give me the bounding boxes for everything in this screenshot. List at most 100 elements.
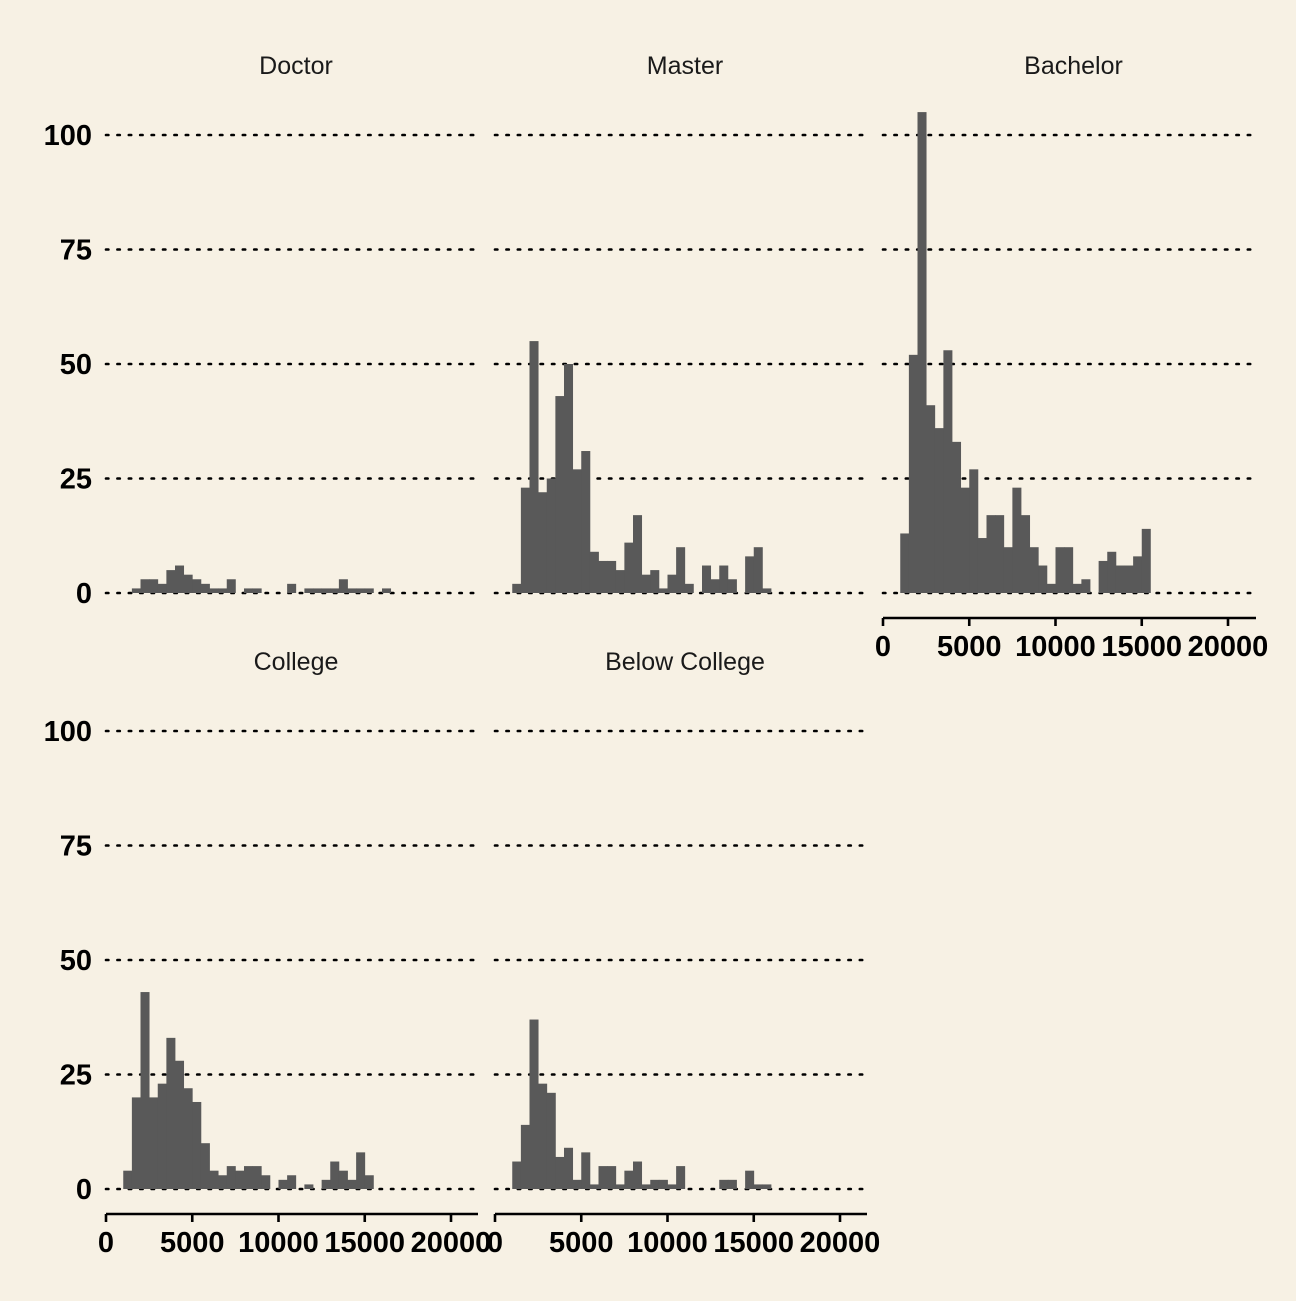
histogram-bar (512, 583, 522, 593)
histogram-bar (244, 1166, 254, 1189)
histogram-bar (908, 354, 918, 593)
histogram-bar (321, 1179, 331, 1189)
histogram-bar (347, 1179, 357, 1189)
histogram-bar (624, 1170, 634, 1189)
x-tick-label: 5000 (549, 1227, 614, 1259)
x-tick-label: 15000 (324, 1227, 405, 1259)
histogram-bar (149, 579, 159, 593)
x-tick-label: 20000 (1188, 631, 1269, 663)
histogram-bar (140, 579, 150, 593)
histogram-bar (564, 364, 574, 593)
histogram-bar (226, 1166, 236, 1189)
facet-panel-college: College 0 5000 10000 15000 20000 (98, 648, 491, 1259)
x-tick-label: 10000 (238, 1227, 319, 1259)
histogram-bar (917, 112, 927, 593)
y-tick-label: 100 (44, 716, 92, 748)
histogram-bar (338, 579, 348, 593)
histogram-bar (702, 565, 712, 593)
x-tick-label: 10000 (627, 1227, 708, 1259)
facet-title: Master (647, 52, 723, 80)
histogram-bar (641, 1184, 651, 1189)
histogram-bar (719, 1179, 729, 1189)
histogram-bar (157, 583, 167, 593)
histogram-bar (607, 1166, 617, 1189)
histogram-bar (753, 547, 763, 593)
histogram-bar (589, 551, 599, 593)
histogram-bar (304, 588, 314, 593)
x-tick-label: 5000 (160, 1227, 225, 1259)
y-tick-label: 50 (60, 349, 92, 381)
histogram-bar (598, 1166, 608, 1189)
histogram-bar (546, 478, 556, 593)
facet-title: College (254, 648, 339, 676)
histogram-bar (313, 588, 323, 593)
histogram-bar (192, 579, 202, 593)
x-tick-label: 0 (98, 1227, 114, 1259)
x-tick-label: 20000 (800, 1227, 881, 1259)
histogram-bar (581, 451, 591, 593)
histogram-bar (356, 1152, 366, 1189)
histogram-bar (235, 1170, 245, 1189)
histogram-bar (710, 579, 720, 593)
histogram-bar (1124, 565, 1134, 593)
histogram-bar (1115, 565, 1125, 593)
histogram-bar (287, 1175, 297, 1189)
x-tick-label: 5000 (937, 631, 1002, 663)
histogram-bar (1038, 565, 1048, 593)
histogram-bar (209, 1170, 219, 1189)
histogram-bar (1064, 547, 1074, 593)
histogram-bar (727, 579, 737, 593)
histogram-bar (175, 565, 185, 593)
x-tick-label: 10000 (1015, 631, 1096, 663)
histogram-bar (183, 1088, 193, 1189)
x-tick-label: 15000 (1101, 631, 1182, 663)
histogram-bar (123, 1170, 133, 1189)
histogram-bar (555, 396, 565, 593)
histogram-bar (900, 533, 910, 593)
histogram-bar (969, 469, 979, 593)
histogram-bar (330, 588, 340, 593)
histogram-bar (520, 1124, 530, 1189)
histogram-bar (615, 1184, 625, 1189)
histogram-bar (598, 560, 608, 593)
histogram-bar (140, 992, 150, 1189)
histogram-bar (943, 350, 953, 593)
histogram-bar (538, 492, 548, 593)
histogram-bar (641, 574, 651, 593)
histogram-bar (676, 1166, 686, 1189)
histogram-bar (520, 487, 530, 593)
histogram-bar (762, 1184, 772, 1189)
y-tick-label: 0 (76, 578, 92, 610)
histogram-bar (175, 1060, 185, 1189)
histogram-bar (995, 515, 1005, 593)
histogram-bar (1029, 547, 1039, 593)
histogram-bar (338, 1170, 348, 1189)
histogram-bar (684, 583, 694, 593)
histogram-bar (218, 1175, 228, 1189)
histogram-bar (131, 1097, 141, 1189)
histogram-bar (330, 1161, 340, 1189)
histogram-bar (382, 588, 392, 593)
histogram-bar (364, 588, 374, 593)
histogram-bar (719, 565, 729, 593)
histogram-bar (667, 1184, 677, 1189)
histogram-bar (166, 570, 176, 593)
histogram-bar (581, 1152, 591, 1189)
histogram-bar (667, 574, 677, 593)
histogram-bar (512, 1161, 522, 1189)
histogram-bar (546, 1092, 556, 1189)
x-tick-label: 0 (875, 631, 891, 663)
histogram-bar (1098, 560, 1108, 593)
histogram-bar (727, 1179, 737, 1189)
histogram-bar (1012, 487, 1022, 593)
x-tick-label: 20000 (411, 1227, 492, 1259)
histogram-bar (633, 1161, 643, 1189)
histogram-bar (200, 1143, 210, 1189)
facet-panel-doctor: Doctor (104, 52, 480, 595)
histogram-bar (149, 1097, 159, 1189)
histogram-bar (157, 1083, 167, 1189)
histogram-bar (529, 341, 539, 593)
histogram-bar (952, 441, 962, 593)
histogram-bar (1055, 547, 1065, 593)
